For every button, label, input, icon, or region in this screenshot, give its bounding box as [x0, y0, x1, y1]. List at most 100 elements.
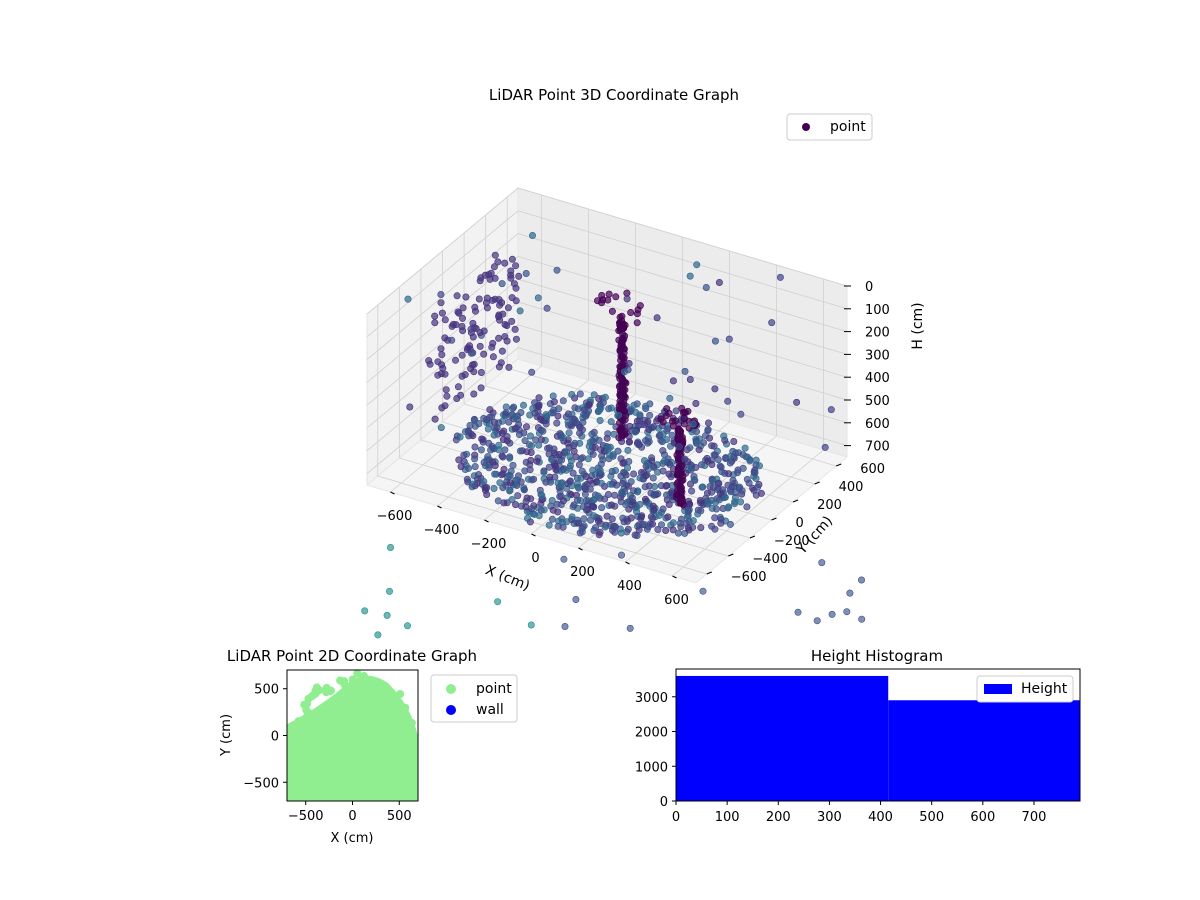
point-wall: [437, 345, 445, 353]
point-floor: [704, 427, 712, 435]
point-floor: [542, 420, 550, 428]
point-wall: [434, 358, 442, 366]
point-floor: [548, 515, 556, 523]
histogram-frame: [675, 668, 1081, 802]
point-wall: [512, 297, 520, 305]
point-pole: [633, 310, 641, 318]
point-floor: [509, 404, 517, 412]
histogram-ticks: 0 100 200 300 400 500 600 700 0 1000 2000 3000: [635, 691, 1046, 825]
point-floor: [637, 513, 645, 521]
point-wall: [438, 309, 446, 317]
chart-2d: LiDAR Point 2D Coordinate Graph −500−500…: [219, 647, 518, 846]
point-wall: [507, 274, 515, 282]
point-wall: [438, 404, 446, 412]
point-wall: [495, 363, 503, 371]
point-pole: [627, 308, 635, 316]
point-scatter: [653, 314, 661, 322]
point-floor: [556, 487, 564, 495]
point-floor: [559, 397, 567, 405]
y-tick-label: −400: [752, 552, 788, 567]
point-floor: [457, 463, 465, 471]
point-floor: [601, 393, 609, 401]
point-2d: [322, 683, 331, 692]
point-floor: [638, 443, 646, 451]
point-escaped: [385, 587, 393, 595]
point-floor: [614, 447, 622, 455]
point-floor: [604, 490, 612, 498]
point-floor: [499, 470, 507, 478]
point-scatter: [827, 406, 835, 414]
y-tick-label-hist: 2000: [635, 726, 668, 741]
point-scatter: [642, 472, 650, 480]
point-floor: [455, 456, 463, 464]
point-pole: [677, 427, 685, 435]
point-floor: [578, 426, 586, 434]
x-tick-label-hist: 300: [817, 810, 842, 825]
point-floor: [528, 442, 536, 450]
point-floor: [468, 480, 476, 488]
z-tick-label: 100: [865, 303, 890, 318]
point-scatter: [515, 426, 523, 434]
point-floor: [742, 453, 750, 461]
point-floor: [643, 525, 651, 533]
point-scatter: [535, 403, 543, 411]
chart-3d-xlabel: X (cm): [483, 562, 532, 594]
point-floor: [665, 470, 673, 478]
y-tick-mark: [706, 571, 712, 575]
point-floor: [585, 442, 593, 450]
z-tick-label: 400: [865, 371, 890, 386]
point-floor: [743, 475, 751, 483]
point-floor: [743, 503, 751, 511]
point-wall: [494, 258, 502, 266]
point-floor: [595, 395, 603, 403]
point-scatter: [619, 459, 627, 467]
point-floor: [471, 443, 479, 451]
point-pole: [669, 422, 677, 430]
point-wall: [480, 350, 488, 358]
point-floor: [562, 466, 570, 474]
point-floor: [548, 456, 556, 464]
chart-3d: LiDAR Point 3D Coordinate Graph −600 −400…: [361, 86, 926, 639]
y-tick-label-2d: −500: [243, 776, 279, 791]
point-2d: [382, 685, 391, 694]
y-tick-mark: [749, 535, 756, 539]
x-tick-label: −600: [377, 509, 413, 524]
point-floor: [554, 412, 562, 420]
point-floor: [632, 508, 640, 516]
z-tick-label: 0: [865, 280, 873, 295]
z-tick-label: 300: [865, 348, 890, 363]
point-floor: [623, 464, 631, 472]
point-floor: [535, 394, 543, 402]
point-floor: [635, 521, 643, 529]
point-floor: [601, 495, 609, 503]
chart-3d-ticks: −600 −400 −200 0 200 400 600 −600 −400 −200 0 200 40…: [377, 280, 890, 608]
point-escaped: [813, 617, 821, 625]
point-scatter: [448, 336, 456, 344]
point-floor: [549, 506, 557, 514]
point-wall: [448, 322, 456, 330]
point-2d: [311, 689, 320, 698]
x-tick-label: 200: [570, 565, 595, 580]
point-wall: [501, 259, 509, 267]
point-scatter: [681, 367, 689, 375]
point-floor: [471, 422, 479, 430]
point-floor: [597, 479, 605, 487]
point-floor: [509, 461, 517, 469]
point-escaped: [818, 559, 826, 567]
point-scatter: [528, 368, 536, 376]
point-pole: [598, 291, 606, 299]
point-floor: [516, 447, 524, 455]
point-floor: [626, 422, 634, 430]
point-floor: [622, 501, 630, 509]
grid-line-h: [366, 347, 848, 474]
point-scatter: [669, 526, 677, 534]
point-floor: [577, 455, 585, 463]
point-floor: [545, 463, 553, 471]
point-floor: [739, 464, 747, 472]
point-floor: [704, 457, 712, 465]
point-floor: [490, 484, 498, 492]
point-floor: [721, 493, 729, 501]
point-floor: [705, 434, 713, 442]
chart-2d-legend-wall-label: wall: [476, 702, 504, 718]
point-floor: [595, 436, 603, 444]
